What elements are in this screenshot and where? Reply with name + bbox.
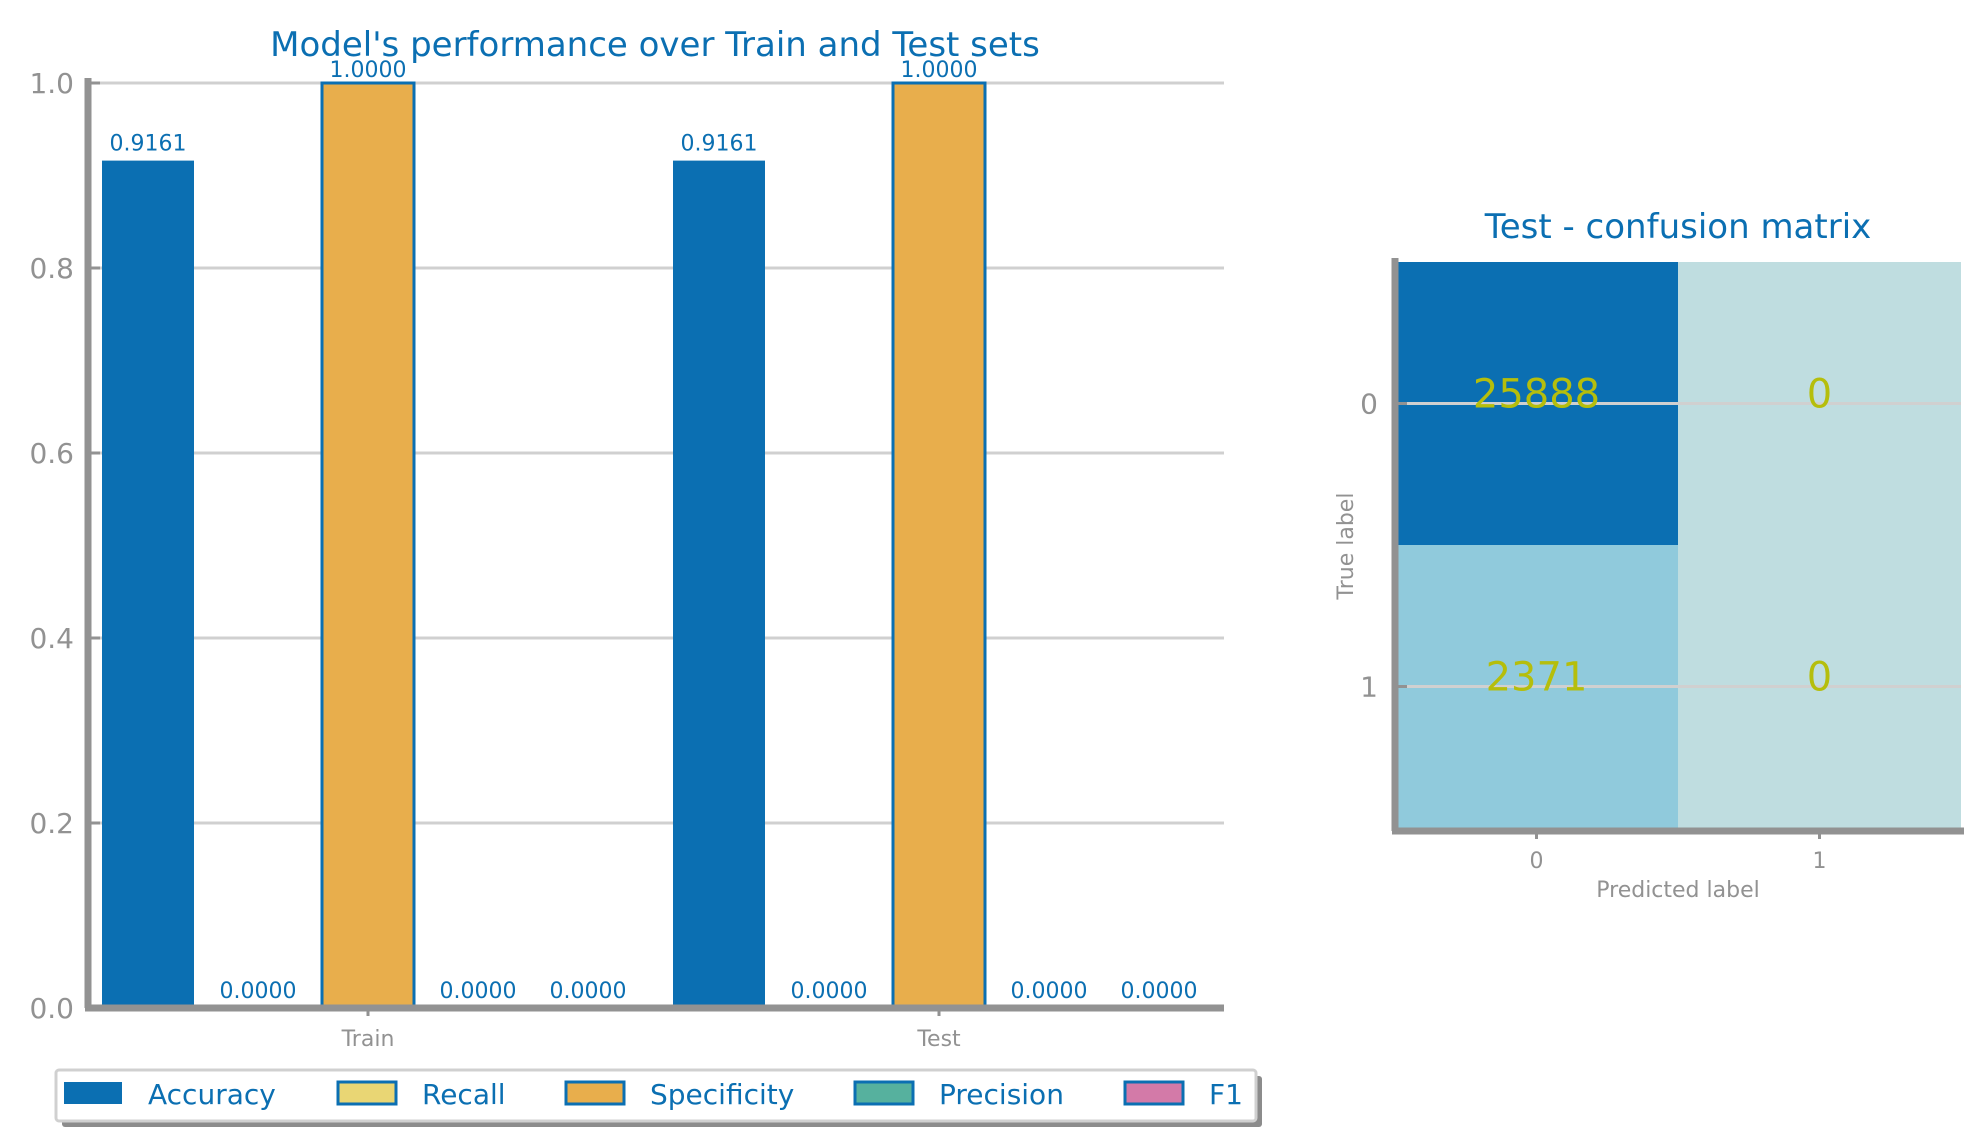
matrix-x-tick-label: 1 bbox=[1813, 849, 1827, 874]
bar-axes bbox=[84, 78, 1224, 1012]
bar-specificity-train bbox=[320, 81, 416, 1010]
bar-accuracy-test bbox=[673, 160, 765, 1009]
bar-y-tick-labels: 0.0 0.2 0.4 0.6 0.8 1.0 bbox=[29, 67, 74, 1025]
matrix-tick-labels: 0 1 0 1 bbox=[1360, 388, 1826, 875]
bar-value-labels: 0.9161 0.0000 1.0000 0.0000 0.0000 0.9161 0.00… bbox=[110, 58, 1198, 1004]
bar-legend: Accuracy Recall Specificity Precision F1 bbox=[54, 1068, 1262, 1127]
bar-value-label: 0.0000 bbox=[1011, 979, 1088, 1004]
matrix-x-label: Predicted label bbox=[1596, 878, 1759, 903]
bar-marks bbox=[102, 81, 987, 1010]
confusion-matrix: Test - confusion matrix 25888 0 2371 0 0 1 0 1… bbox=[1334, 207, 1964, 903]
bar-chart: Model's performance over Train and Test … bbox=[29, 25, 1262, 1127]
legend-items: Accuracy Recall Specificity Precision F1 bbox=[64, 1078, 1243, 1111]
bar-value-label: 0.0000 bbox=[550, 979, 627, 1004]
legend-label-f1: F1 bbox=[1209, 1078, 1243, 1111]
bar-accuracy-train bbox=[102, 160, 194, 1009]
legend-swatch-recall bbox=[336, 1080, 398, 1106]
bar-gridlines bbox=[88, 81, 1224, 1010]
matrix-cell-value: 25888 bbox=[1473, 372, 1600, 418]
bar-value-label: 0.9161 bbox=[681, 132, 758, 157]
legend-label-specificity: Specificity bbox=[650, 1078, 794, 1111]
matrix-axes bbox=[1391, 258, 1964, 835]
bar-y-tick-label: 1.0 bbox=[29, 67, 74, 100]
bar-value-label: 0.0000 bbox=[220, 979, 297, 1004]
legend-label-recall: Recall bbox=[422, 1078, 506, 1111]
bar-y-tick-label: 0.0 bbox=[29, 992, 74, 1025]
bar-x-tick-label: Train bbox=[341, 1027, 395, 1052]
matrix-y-label: True label bbox=[1334, 493, 1359, 601]
matrix-cells: 25888 0 2371 0 bbox=[1395, 262, 1961, 828]
matrix-y-tick-label: 0 bbox=[1360, 388, 1378, 421]
legend-swatch-precision bbox=[853, 1080, 915, 1106]
bar-x-tick-labels: Train Test bbox=[341, 1008, 961, 1052]
bar-y-tick-label: 0.4 bbox=[29, 622, 74, 655]
bar-value-label: 1.0000 bbox=[330, 58, 407, 83]
legend-swatch-specificity bbox=[564, 1080, 626, 1106]
legend-label-precision: Precision bbox=[939, 1078, 1064, 1111]
matrix-y-tick-label: 1 bbox=[1360, 671, 1378, 704]
legend-swatch-f1 bbox=[1123, 1080, 1185, 1106]
bar-value-label: 0.9161 bbox=[110, 132, 187, 157]
legend-label-accuracy: Accuracy bbox=[148, 1078, 276, 1111]
legend-swatch-accuracy bbox=[64, 1082, 122, 1104]
matrix-cell-value: 2371 bbox=[1486, 655, 1588, 701]
bar-value-label: 0.0000 bbox=[440, 979, 517, 1004]
bar-y-tick-label: 0.2 bbox=[29, 807, 74, 840]
bar-value-label: 0.0000 bbox=[1121, 979, 1198, 1004]
bar-x-tick-label: Test bbox=[916, 1027, 961, 1052]
bar-value-label: 0.0000 bbox=[791, 979, 868, 1004]
bar-y-tick-label: 0.8 bbox=[29, 252, 74, 285]
matrix-cell-value: 0 bbox=[1807, 655, 1832, 701]
bar-chart-title: Model's performance over Train and Test … bbox=[270, 25, 1040, 65]
bar-y-tick-label: 0.6 bbox=[29, 437, 74, 470]
matrix-cell-value: 0 bbox=[1807, 372, 1832, 418]
bar-value-label: 1.0000 bbox=[901, 58, 978, 83]
bar-specificity-test bbox=[891, 81, 987, 1010]
matrix-x-tick-label: 0 bbox=[1530, 849, 1544, 874]
matrix-title: Test - confusion matrix bbox=[1484, 207, 1872, 247]
